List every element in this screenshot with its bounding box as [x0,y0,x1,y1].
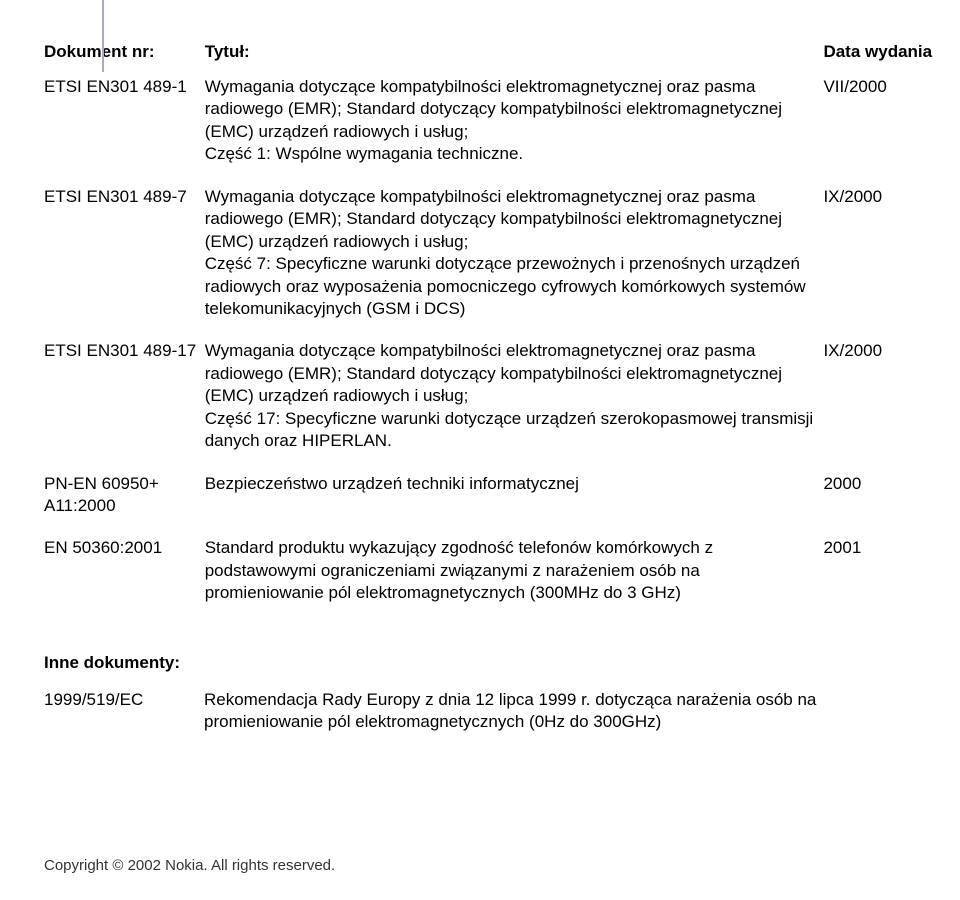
standards-table: Dokument nr: Tytuł: Data wydania ETSI EN… [44,42,944,625]
other-documents-table: 1999/519/EC Rekomendacja Rady Europy z d… [44,689,944,734]
cell-date: IX/2000 [823,186,944,341]
cell-title: Standard produktu wykazujący zgodność te… [205,537,824,624]
copyright-notice: Copyright © 2002 Nokia. All rights reser… [44,857,335,874]
cell-date: 2001 [823,537,944,624]
header-docnr: Dokument nr: [44,42,205,76]
table-row: EN 50360:2001 Standard produktu wykazują… [44,537,944,624]
cell-title: Rekomendacja Rady Europy z dnia 12 lipca… [204,689,944,734]
table-row: ETSI EN301 489-7 Wymagania dotyczące kom… [44,186,944,341]
cell-docnr: PN-EN 60950+ A11:2000 [44,473,205,538]
cell-date: 2000 [823,473,944,538]
cell-docnr: EN 50360:2001 [44,537,205,624]
cell-title: Wymagania dotyczące kompatybilności elek… [205,186,824,341]
cell-docnr: ETSI EN301 489-1 [44,76,205,186]
cell-date: VII/2000 [823,76,944,186]
header-date: Data wydania [823,42,944,76]
table-row: ETSI EN301 489-1 Wymagania dotyczące kom… [44,76,944,186]
page-accent-line [102,0,104,72]
cell-title: Bezpieczeństwo urządzeń techniki informa… [205,473,824,538]
cell-title: Wymagania dotyczące kompatybilności elek… [205,76,824,186]
cell-docnr: ETSI EN301 489-17 [44,340,205,472]
table-row: ETSI EN301 489-17 Wymagania dotyczące ko… [44,340,944,472]
cell-title: Wymagania dotyczące kompatybilności elek… [205,340,824,472]
header-title: Tytuł: [205,42,824,76]
section-heading-other-documents: Inne dokumenty: [44,653,944,673]
cell-date: IX/2000 [823,340,944,472]
cell-docnr: 1999/519/EC [44,689,204,734]
table-row: PN-EN 60950+ A11:2000 Bezpieczeństwo urz… [44,473,944,538]
table-row: 1999/519/EC Rekomendacja Rady Europy z d… [44,689,944,734]
cell-docnr: ETSI EN301 489-7 [44,186,205,341]
document-content: Dokument nr: Tytuł: Data wydania ETSI EN… [0,0,960,734]
table-header-row: Dokument nr: Tytuł: Data wydania [44,42,944,76]
